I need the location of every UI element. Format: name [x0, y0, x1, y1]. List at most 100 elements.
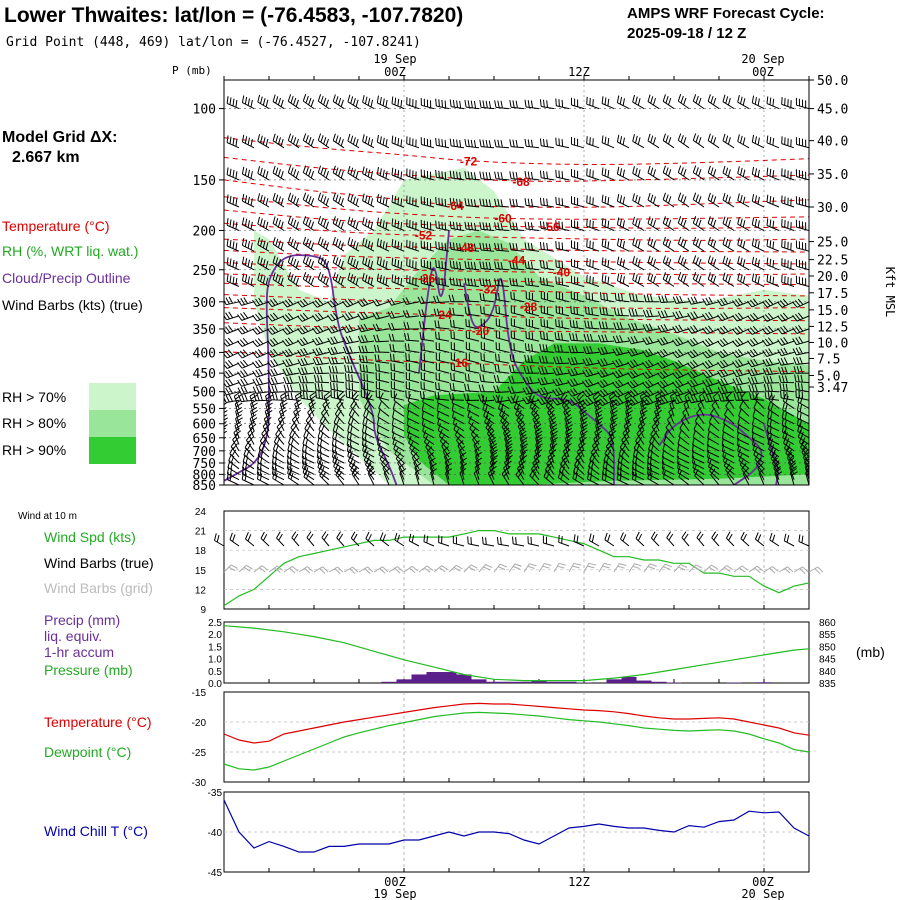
wind-barb [329, 373, 345, 384]
pressure-tick-label: 600 [193, 418, 216, 433]
wind-barb [571, 275, 585, 287]
wind-barb [531, 407, 540, 424]
legend-pressure: Pressure (mb) [44, 662, 133, 678]
wind-barb [224, 427, 228, 445]
wind-barb [464, 139, 480, 149]
temperature-label: -40 [553, 266, 571, 280]
top-date-label: 19 Sep [373, 52, 416, 66]
wind-barb [586, 168, 600, 181]
pressure-tick-label: 500 [193, 386, 216, 401]
wind-barb [635, 531, 645, 547]
wind-barb [678, 470, 690, 485]
wind-barb [317, 94, 330, 110]
chart-title: Lower Thwaites: lat/lon = (-76.4583, -10… [4, 4, 463, 27]
temperature-isotherm [224, 273, 809, 286]
wind-barb [555, 241, 570, 252]
wind-barb [524, 242, 540, 252]
wind-barb [515, 468, 525, 485]
wind-barb [495, 330, 510, 342]
wind-barb [282, 337, 300, 347]
wind-barb [722, 192, 735, 208]
wind-barb [367, 468, 376, 485]
wind-barb [732, 348, 750, 358]
top-hour-label: 00Z [384, 65, 406, 79]
wind-barb [267, 376, 285, 386]
wind-barb [470, 427, 480, 445]
wind-barb [283, 376, 300, 385]
wind-barb [347, 255, 360, 271]
wind-barb [362, 216, 375, 231]
wind-barb [579, 427, 588, 445]
wind-barb [286, 449, 300, 464]
wind-barb [282, 367, 300, 376]
wind-barb [317, 216, 330, 231]
wind-barb [648, 442, 660, 458]
wind-barb [751, 217, 765, 231]
wind-barb [662, 272, 675, 287]
legend-wind-barbs-true: Wind Barbs (true) [44, 555, 154, 571]
wind-barb [549, 420, 558, 438]
wind-barb [733, 565, 749, 573]
wind-barb [553, 356, 570, 365]
wind-barb [672, 360, 690, 370]
temperature-label: -28 [520, 300, 538, 314]
wind-barb [642, 336, 660, 345]
wind-barb [517, 420, 526, 439]
wind-barb [555, 98, 570, 110]
wind-barb [537, 377, 555, 386]
wind-barb [646, 466, 660, 481]
cross-section-frame [223, 79, 810, 486]
wind-barb [601, 472, 615, 485]
wind-barb [330, 389, 345, 401]
wind-barb [739, 400, 750, 417]
wind-barb [692, 255, 705, 271]
pressure-tick-label: 860 [819, 618, 836, 629]
wind-barb [224, 311, 240, 321]
wind-tick-label: 15 [195, 566, 207, 577]
wind-barb [800, 440, 809, 458]
wind-barb [540, 318, 555, 330]
wind-barb [555, 276, 570, 287]
wind-barb [538, 366, 555, 375]
wind-barb [346, 438, 360, 452]
wind-barb [586, 136, 600, 149]
wind-barb [647, 449, 660, 464]
wind-barb [643, 294, 660, 303]
wind-barb [694, 469, 705, 485]
wind-barb [552, 377, 570, 387]
wind-barb [317, 430, 330, 445]
wind-barb [586, 218, 600, 231]
wind-barb [229, 532, 240, 547]
wind-barb [557, 470, 570, 485]
wind-barb [794, 374, 809, 384]
wind-barb [767, 402, 780, 417]
precip-bar [471, 679, 487, 683]
temperature-dewpoint-panel: -15 -20 -25 -30 [192, 688, 810, 789]
wind-barb [676, 455, 690, 470]
wind-barb [794, 382, 809, 393]
wind-barb [778, 566, 794, 574]
wind-barb [376, 194, 390, 208]
legend-wind-barbs: Wind Barbs (kts) (true) [2, 297, 143, 313]
temperature-label: -56 [542, 220, 560, 234]
wind-barb [317, 236, 330, 252]
wind-barb [448, 294, 464, 303]
wind-barb [287, 216, 300, 231]
wind-barb [241, 217, 255, 231]
wind-barb [350, 531, 360, 547]
wind-barb [342, 298, 360, 308]
wind-barb [464, 221, 480, 231]
wind-barb [360, 372, 375, 384]
bottom-hour-label: 00Z [752, 875, 774, 889]
wind-barb [707, 272, 720, 287]
wind-barb [249, 391, 258, 409]
wind-barb [717, 385, 735, 395]
wind-barb [347, 133, 360, 149]
wind-barb [770, 452, 780, 470]
wind-barb [456, 434, 465, 452]
wind-barb [299, 391, 315, 401]
wind-barb [751, 134, 765, 149]
wind-barb [494, 292, 510, 303]
wind-barb [524, 260, 540, 271]
wind-barb [430, 468, 438, 485]
